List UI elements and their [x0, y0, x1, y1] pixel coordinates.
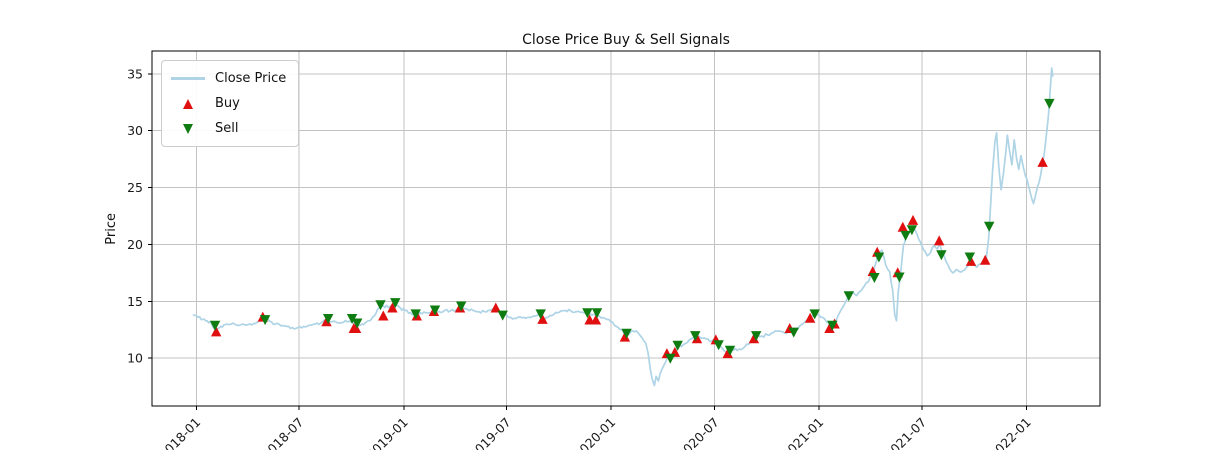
buy-marker: [537, 313, 548, 324]
sell-marker: [375, 300, 386, 311]
sell-marker: [582, 308, 593, 319]
sell-marker: [665, 353, 676, 364]
buy-triangle-icon: [169, 98, 207, 109]
y-tick-label: 15: [127, 294, 143, 309]
sell-marker: [788, 327, 799, 338]
buy-marker: [378, 310, 389, 321]
x-tick-label: 2020-01: [571, 415, 619, 450]
buy-marker: [748, 333, 760, 344]
sell-marker: [535, 309, 546, 320]
buy-marker: [387, 302, 398, 313]
sell-marker: [724, 345, 736, 356]
x-tick-label: 2021-01: [779, 415, 827, 450]
sell-marker: [843, 291, 854, 302]
sell-marker: [390, 298, 401, 309]
buy-marker: [691, 333, 703, 344]
sell-marker: [713, 340, 724, 351]
sell-marker: [900, 230, 911, 241]
close-price-line-icon: [169, 77, 207, 80]
sell-marker: [873, 252, 885, 263]
buy-marker: [590, 314, 602, 325]
legend-label-buy: Buy: [215, 96, 240, 111]
x-tick-label: 2018-01: [156, 415, 204, 450]
buy-marker: [619, 331, 631, 342]
y-tick-label: 20: [127, 237, 143, 252]
buy-marker: [804, 312, 816, 323]
x-tick-label: 2019-01: [363, 415, 411, 450]
legend-label-close-price: Close Price: [215, 71, 287, 86]
buy-marker: [934, 235, 945, 246]
sell-marker: [894, 272, 905, 283]
sell-marker: [690, 331, 701, 342]
sell-triangle-icon: [169, 123, 207, 134]
sell-marker: [352, 318, 363, 329]
buy-marker: [490, 302, 501, 313]
sell-marker: [869, 273, 880, 283]
x-tick-label: 2022-01: [986, 415, 1034, 450]
legend-item-close-price: Close Price: [169, 66, 286, 91]
sell-marker: [497, 310, 508, 321]
sell-marker: [964, 252, 975, 263]
sell-marker: [621, 328, 632, 339]
buy-marker: [350, 323, 362, 333]
chart-title: Close Price Buy & Sell Signals: [522, 32, 730, 48]
sell-marker: [323, 314, 334, 324]
sell-marker: [259, 315, 271, 326]
y-tick-label: 10: [127, 351, 143, 366]
legend-item-sell: Sell: [169, 116, 286, 141]
legend-label-sell: Sell: [215, 121, 239, 136]
sell-marker: [672, 340, 683, 351]
sell-marker: [906, 225, 918, 236]
buy-marker: [824, 323, 835, 333]
sell-marker: [751, 331, 762, 342]
sell-marker: [936, 250, 947, 261]
y-tick-label: 30: [127, 123, 143, 138]
x-tick-label: 2019-07: [466, 415, 514, 450]
y-tick-label: 25: [127, 180, 143, 195]
sell-marker: [429, 305, 441, 316]
y-tick-label: 35: [127, 66, 143, 81]
buy-marker: [897, 221, 908, 232]
y-axis-label: Price: [103, 212, 119, 245]
legend-item-buy: Buy: [169, 91, 286, 116]
buy-marker: [907, 214, 919, 225]
buy-marker: [1037, 156, 1048, 167]
sell-marker: [209, 320, 221, 331]
sell-marker: [410, 309, 421, 320]
legend: Close Price Buy Sell: [161, 60, 300, 147]
x-tick-label: 2021-07: [882, 415, 930, 450]
buy-marker: [980, 254, 991, 265]
sell-marker: [984, 221, 995, 232]
sell-marker: [809, 309, 820, 320]
buy-marker: [321, 316, 332, 327]
buy-marker: [722, 348, 733, 359]
sell-marker: [346, 314, 358, 324]
buy-marker: [965, 255, 977, 266]
buy-marker: [211, 326, 222, 337]
x-tick-label: 2018-07: [259, 415, 307, 450]
sell-marker: [591, 308, 603, 319]
sell-marker: [1044, 98, 1055, 109]
plot-border: [151, 50, 1101, 407]
sell-marker: [827, 320, 838, 331]
x-tick-label: 2020-07: [674, 415, 722, 450]
sell-marker: [456, 301, 467, 312]
